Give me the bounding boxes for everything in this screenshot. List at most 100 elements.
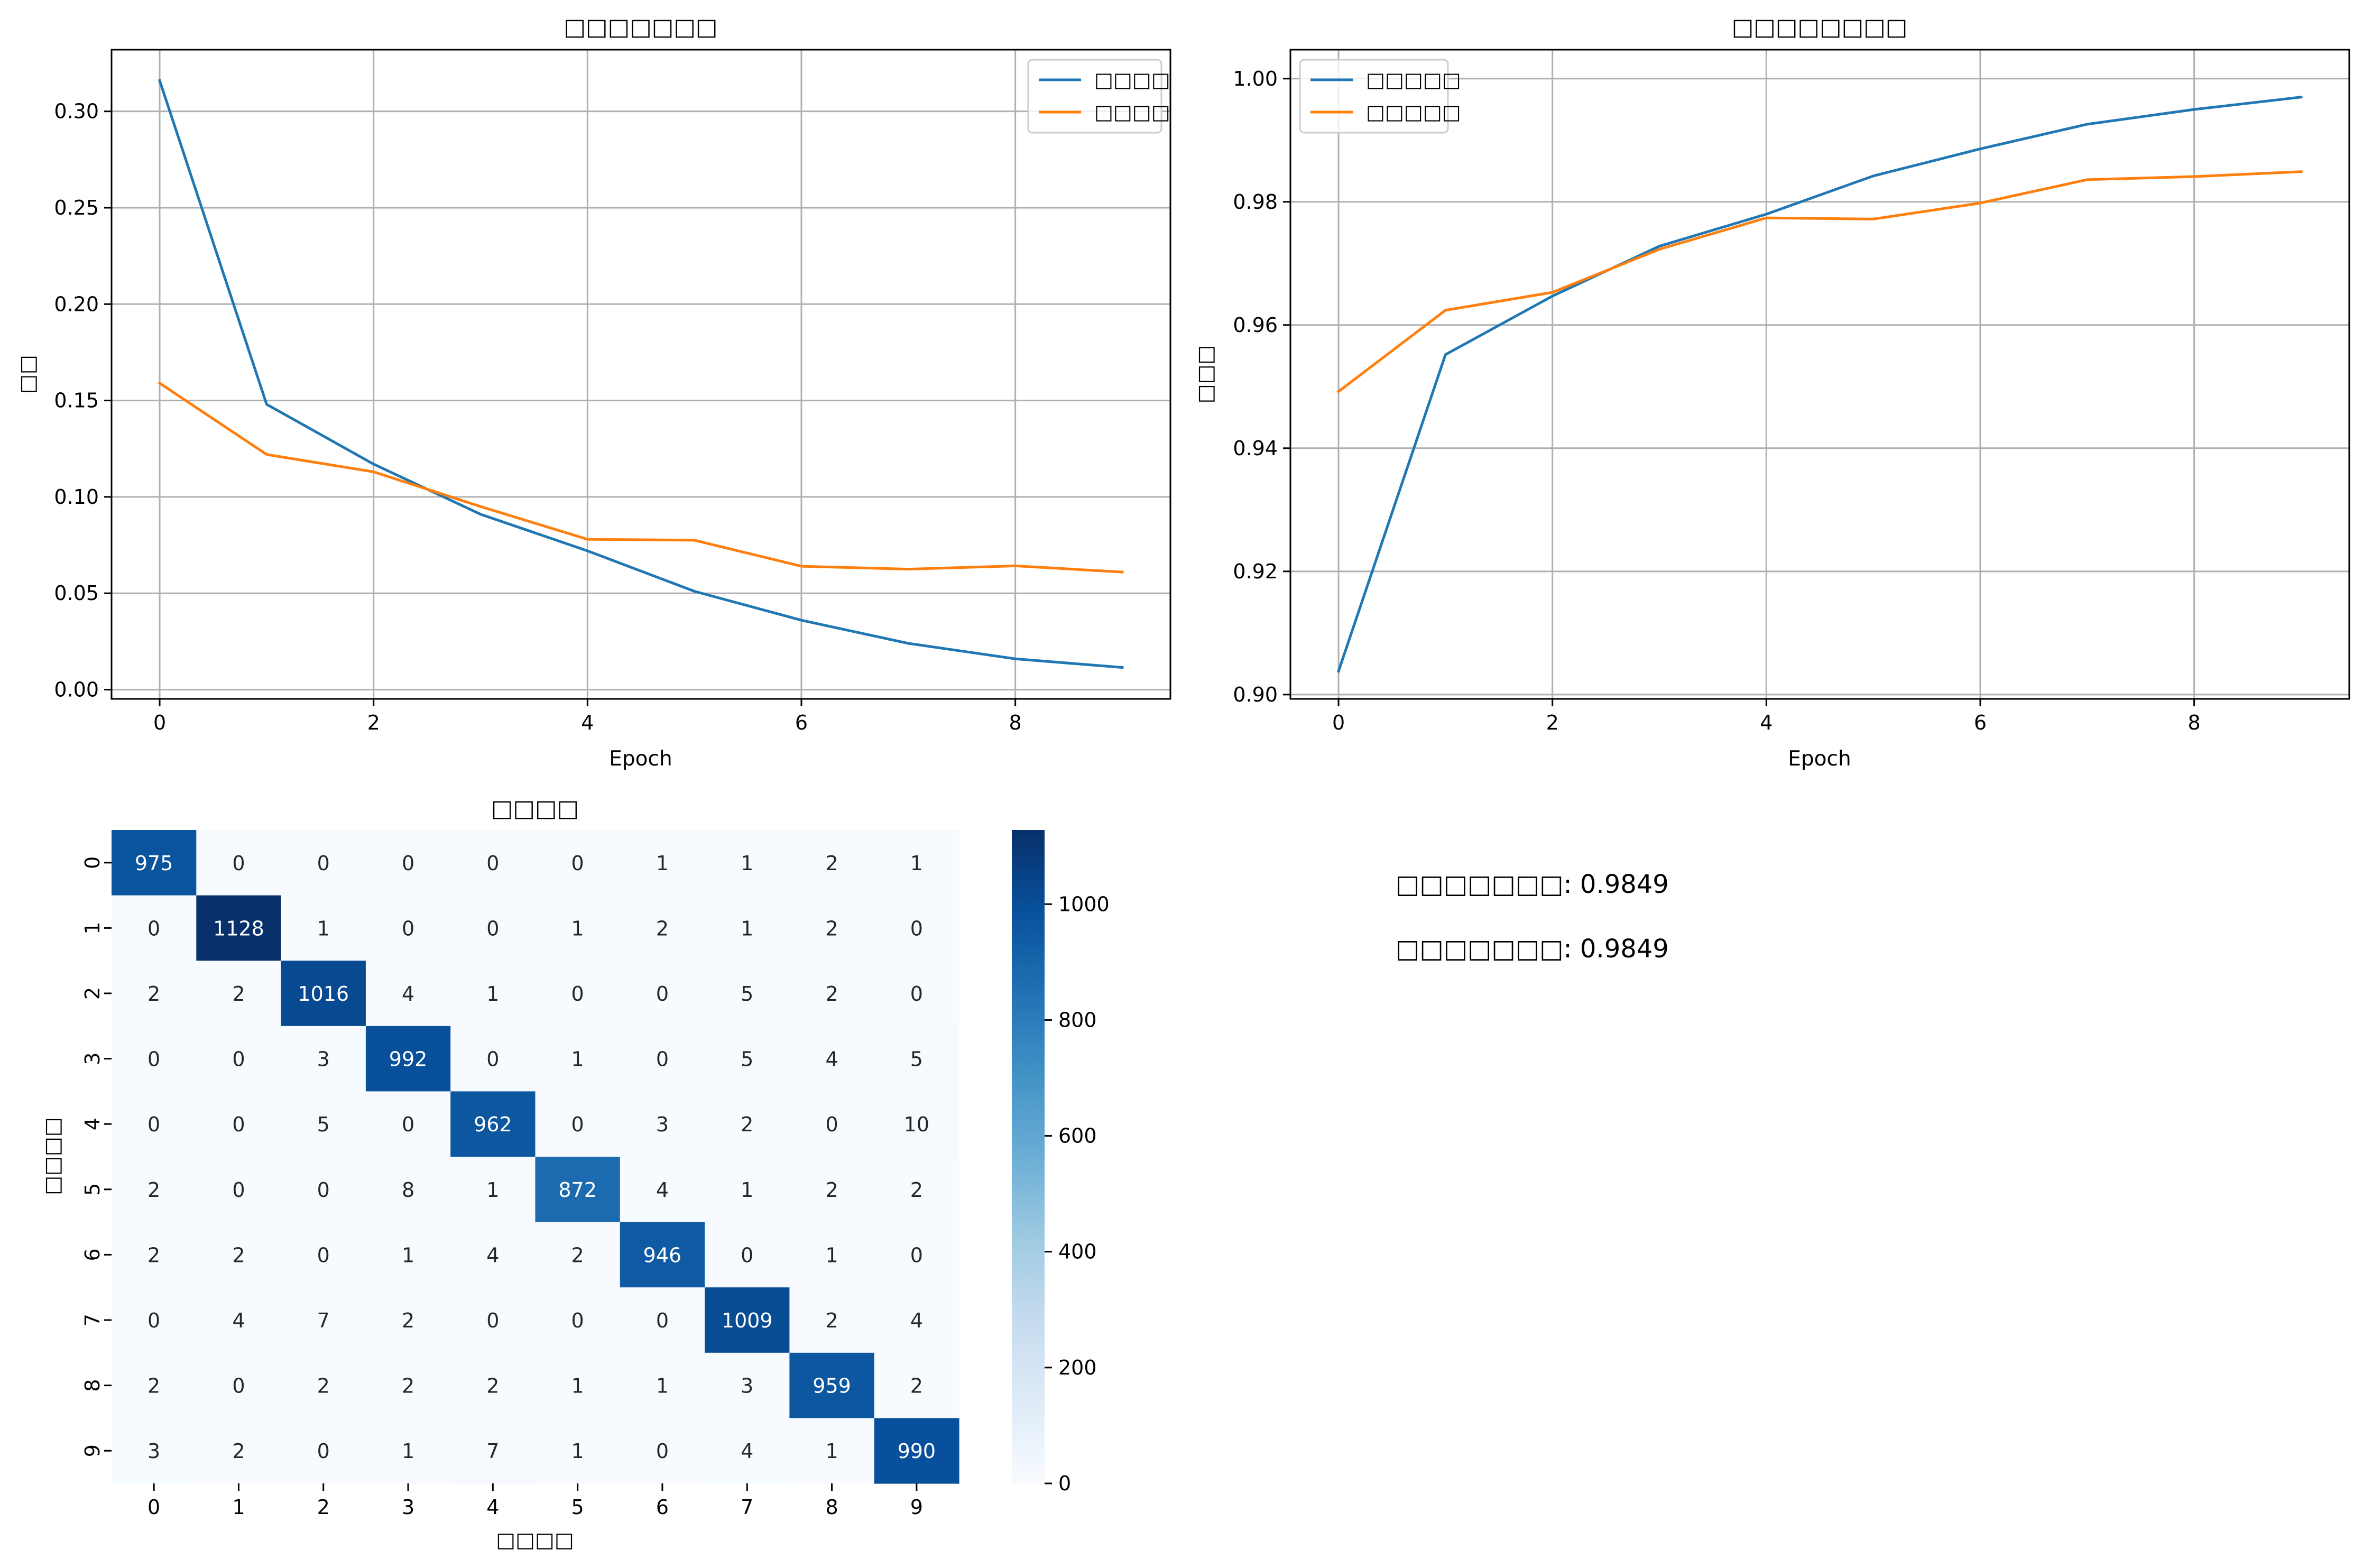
heatmap-cell-value: 2 — [741, 1113, 753, 1136]
heatmap-cell-value: 2 — [825, 1309, 838, 1332]
heatmap-cell-value: 2 — [825, 852, 838, 875]
heatmap-cell-value: 0 — [317, 1178, 330, 1202]
accuracy-legend-box — [1299, 59, 1449, 134]
heatmap-cell — [365, 830, 451, 896]
heatmap-cell-value: 2 — [402, 1309, 414, 1332]
heatmap-cell-value: 2 — [317, 1375, 330, 1398]
heatmap-cell-value: 3 — [147, 1440, 160, 1463]
heatmap-cell-value: 4 — [402, 982, 414, 1006]
heatmap-cell-value: 0 — [232, 852, 245, 875]
heatmap-cell — [196, 1091, 282, 1157]
heatmap-cell — [874, 895, 959, 961]
heatmap-x-tick-label: 3 — [402, 1496, 414, 1519]
heatmap-cell — [535, 1418, 621, 1484]
heatmap-cell — [196, 895, 282, 961]
colorbar-tick-label: 600 — [1058, 1124, 1097, 1148]
heatmap-cell-value: 2 — [402, 1375, 414, 1398]
heatmap-cell — [281, 1418, 366, 1484]
heatmap-cell — [365, 895, 451, 961]
loss-grid — [112, 50, 1170, 699]
heatmap-cell — [450, 1091, 536, 1157]
heatmap-cell-value: 2 — [825, 1178, 838, 1202]
heatmap-x-tick-label: 6 — [656, 1496, 669, 1519]
heatmap-cell — [365, 961, 451, 1027]
heatmap-cell-value: 0 — [147, 917, 160, 940]
heatmap-cell — [365, 1091, 451, 1157]
heatmap-cell — [789, 1418, 875, 1484]
heatmap-cell — [789, 961, 875, 1027]
heatmap-cell — [112, 961, 197, 1027]
heatmap-cell-value: 946 — [643, 1243, 682, 1267]
heatmap-cell — [196, 1222, 282, 1288]
heatmap-cell — [112, 895, 197, 961]
heatmap-cell-value: 1128 — [213, 917, 264, 940]
accuracy-series-line-1 — [1336, 170, 2303, 394]
heatmap-cell — [535, 1287, 621, 1353]
heatmap-cell — [365, 1352, 451, 1418]
heatmap-cell-value: 1 — [825, 1440, 838, 1463]
heatmap-cell-value: 2 — [825, 982, 838, 1006]
heatmap-cell-value: 3 — [741, 1375, 753, 1398]
heatmap-x-tick-label: 7 — [741, 1496, 753, 1519]
heatmap-cell-value: 0 — [825, 1113, 838, 1136]
heatmap-y-tick-label: 9 — [81, 1444, 104, 1457]
summary-line-2: □□□□□□□: 0.9849 — [1396, 934, 1669, 964]
heatmap-cell — [620, 1222, 705, 1288]
accuracy-grid — [1290, 50, 2349, 699]
heatmap-cell-value: 0 — [571, 1309, 584, 1332]
heatmap-cell — [281, 830, 366, 896]
heatmap-cell — [281, 1026, 366, 1092]
heatmap-cell-value: 5 — [910, 1048, 923, 1071]
heatmap-cell-value: 0 — [656, 1440, 669, 1463]
heatmap-cell — [705, 895, 790, 961]
heatmap-y-tick-label: 7 — [81, 1314, 104, 1326]
heatmap-x-tick-label: 2 — [317, 1496, 330, 1519]
loss-y-tick-label: 0.15 — [54, 389, 99, 412]
heatmap-cell — [196, 830, 282, 896]
loss-x-label: Epoch — [609, 747, 672, 771]
colorbar-ticks: 0 200 400 600 800 1000 — [1045, 892, 1110, 1495]
loss-legend-label-train: □□□□ — [1094, 68, 1170, 91]
heatmap-cell-value: 5 — [317, 1113, 330, 1136]
loss-chart: 0 2 4 6 80.000.050.100.150.200.250.30 □□□□□□… — [16, 14, 1171, 771]
heatmap-cell — [535, 830, 621, 896]
heatmap-y-tick-label: 1 — [81, 921, 104, 934]
heatmap-cell — [620, 1352, 705, 1418]
heatmap-cell — [281, 1352, 366, 1418]
loss-legend: □□□□ □□□□ — [1027, 59, 1170, 134]
heatmap-cell — [196, 961, 282, 1027]
heatmap-cell — [874, 1157, 959, 1223]
heatmap-x-tick-label: 1 — [232, 1496, 245, 1519]
heatmap-cell-value: 3 — [317, 1048, 330, 1071]
heatmap-cell — [874, 1287, 959, 1353]
heatmap-cell — [705, 1352, 790, 1418]
heatmap-y-tick-label: 8 — [81, 1379, 104, 1392]
heatmap-cell-value: 4 — [232, 1309, 245, 1332]
heatmap-cell-value: 0 — [571, 852, 584, 875]
heatmap-cell-value: 0 — [402, 917, 414, 940]
heatmap-cell-value: 1 — [402, 1440, 414, 1463]
heatmap-cell — [450, 1157, 536, 1223]
heatmap-cell — [620, 1091, 705, 1157]
heatmap-cell-value: 0 — [910, 917, 923, 940]
heatmap-cell — [450, 830, 536, 896]
colorbar-tick-label: 1000 — [1058, 892, 1110, 916]
heatmap-cell-value: 2 — [147, 1375, 160, 1398]
heatmap-cell-value: 2 — [571, 1243, 584, 1267]
heatmap-cell-value: 4 — [825, 1048, 838, 1071]
accuracy-x-tick-label: 0 — [1332, 711, 1345, 734]
heatmap-cell — [196, 1157, 282, 1223]
heatmap-cell-value: 0 — [317, 852, 330, 875]
heatmap-cell-value: 1 — [486, 982, 499, 1006]
confusion-matrix-title: □□□□ — [491, 795, 579, 822]
heatmap-x-tick-label: 5 — [571, 1496, 584, 1519]
heatmap-x-tick-label: 4 — [486, 1496, 499, 1519]
heatmap-cell — [365, 1222, 451, 1288]
heatmap-cell-value: 7 — [486, 1440, 499, 1463]
heatmap-cell-value: 1 — [486, 1178, 499, 1202]
accuracy-x-tick-label: 4 — [1760, 711, 1773, 734]
heatmap-cell-value: 1 — [825, 1243, 838, 1267]
heatmap-cell-value: 2 — [486, 1375, 499, 1398]
heatmap-cell-value: 2 — [910, 1375, 923, 1398]
confusion-matrix-cells: 975 0 0 0 0 0 1 1 2 10 1128 1 0 0 1 2 1 2 02 2 1016 4 1 0 0 5 2 00 0… — [112, 830, 959, 1484]
